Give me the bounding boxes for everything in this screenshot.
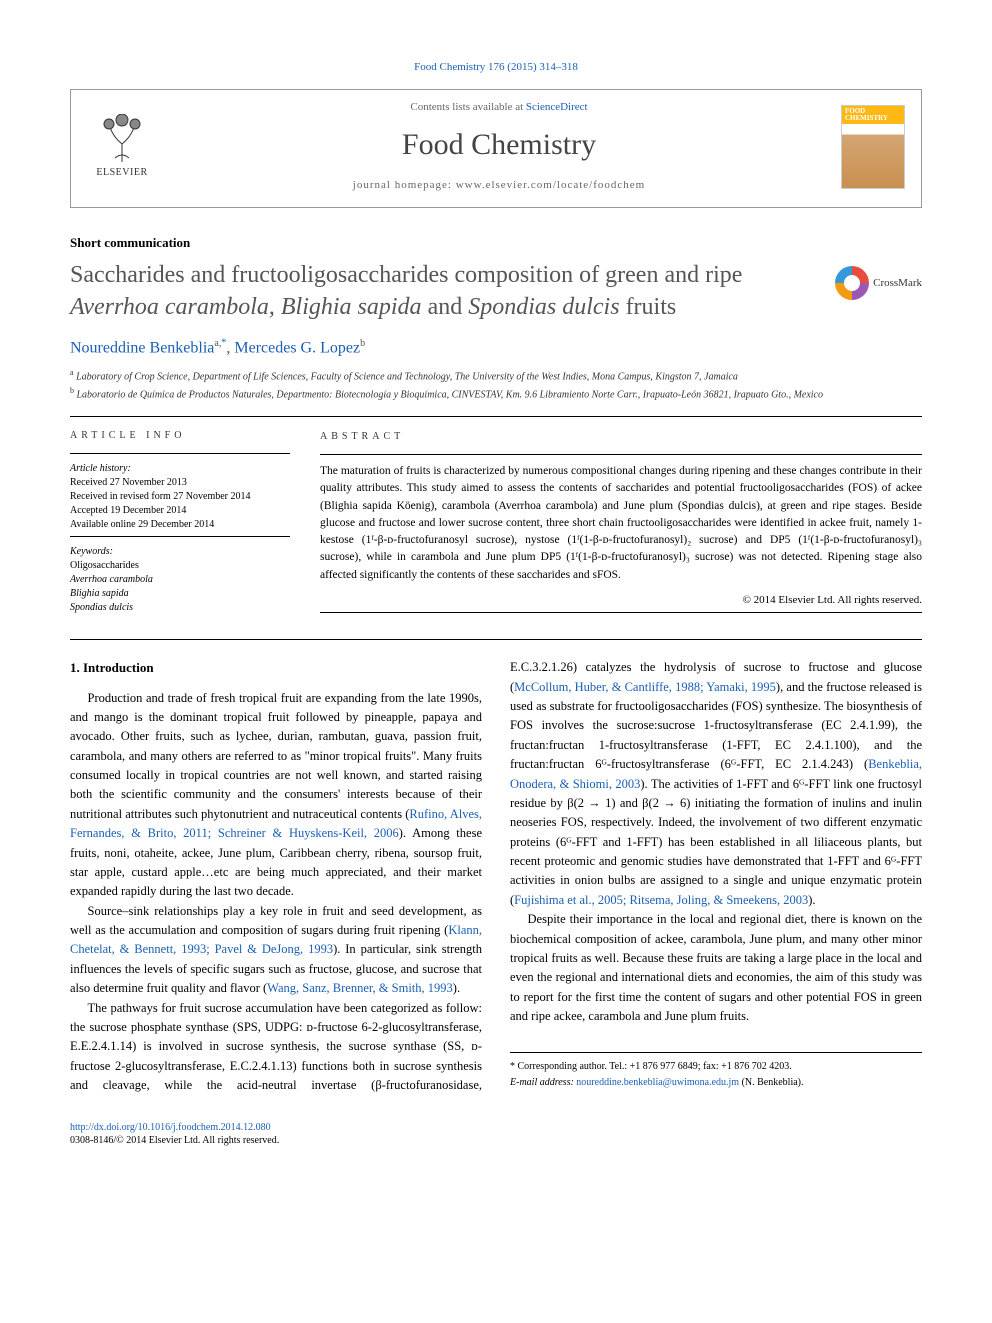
p3-cite3[interactable]: Fujishima et al., 2005; Ritsema, Joling,… (514, 893, 808, 907)
p1a: Production and trade of fresh tropical f… (70, 691, 482, 821)
p3-cite1[interactable]: McCollum, Huber, & Cantliffe, 1988; Yama… (514, 680, 776, 694)
contents-available-line: Contents lists available at ScienceDirec… (157, 100, 841, 115)
doi-link[interactable]: http://dx.doi.org/10.1016/j.foodchem.201… (70, 1122, 271, 1133)
footnote-email-tail: (N. Benkeblia). (739, 1077, 803, 1088)
keyword-2: Averrhoa carambola (70, 573, 290, 587)
footnote-corr-line: * Corresponding author. Tel.: +1 876 977… (510, 1059, 922, 1075)
history-revised: Received in revised form 27 November 201… (70, 490, 290, 504)
author-1-link[interactable]: Noureddine Benkeblia (70, 339, 214, 356)
para-1: Production and trade of fresh tropical f… (70, 689, 482, 902)
crossmark-label: CrossMark (873, 276, 922, 291)
article-type: Short communication (70, 234, 922, 252)
footnote-email-line: E-mail address: noureddine.benkeblia@uwi… (510, 1075, 922, 1091)
keywords-label: Keywords: (70, 545, 290, 559)
sciencedirect-link[interactable]: ScienceDirect (526, 101, 588, 113)
citation-line: Food Chemistry 176 (2015) 314–318 (70, 60, 922, 75)
journal-name: Food Chemistry (157, 124, 841, 166)
affiliations: a Laboratory of Crop Science, Department… (70, 367, 922, 402)
p2c: ). (453, 981, 460, 995)
doi-block: http://dx.doi.org/10.1016/j.foodchem.201… (70, 1121, 922, 1147)
abstract-head: ABSTRACT (320, 429, 922, 444)
cover-brand-text: FOOD CHEMISTRY (842, 106, 904, 124)
title-tail: fruits (620, 294, 677, 320)
article-info-head: ARTICLE INFO (70, 429, 290, 443)
abstract-col: ABSTRACT The maturation of fruits is cha… (320, 429, 922, 621)
author-2-affil-sup: b (360, 338, 365, 349)
info-rule (70, 453, 290, 454)
homepage-url: www.elsevier.com/locate/foodchem (456, 179, 646, 191)
author-2-link[interactable]: Mercedes G. Lopez (234, 339, 360, 356)
p2-cite2[interactable]: Wang, Sanz, Brenner, & Smith, 1993 (267, 981, 453, 995)
abstract-bottom-rule (320, 612, 922, 613)
homepage-prefix: journal homepage: (353, 179, 456, 191)
abstract-copyright: © 2014 Elsevier Ltd. All rights reserved… (320, 592, 922, 609)
elsevier-tree-icon (97, 114, 147, 164)
corresponding-author-footnote: * Corresponding author. Tel.: +1 876 977… (510, 1052, 922, 1090)
crossmark-badge[interactable]: CrossMark (835, 266, 922, 300)
title-italic-1: Averrhoa carambola, Blighia sapida (70, 294, 422, 320)
p3e: ). (808, 893, 815, 907)
history-accepted: Accepted 19 December 2014 (70, 504, 290, 518)
section-1-heading: 1. Introduction (70, 658, 482, 678)
keywords-rule (70, 536, 290, 537)
elsevier-wordmark: ELSEVIER (96, 166, 147, 180)
journal-cover-thumbnail: FOOD CHEMISTRY (841, 105, 905, 189)
journal-header: ELSEVIER Contents lists available at Sci… (70, 89, 922, 208)
keyword-3: Blighia sapida (70, 587, 290, 601)
author-list: Noureddine Benkebliaa,*, Mercedes G. Lop… (70, 337, 922, 360)
article-info-col: ARTICLE INFO Article history: Received 2… (70, 429, 290, 621)
crossmark-icon (835, 266, 869, 300)
rule-bottom (70, 639, 922, 640)
para-4: Despite their importance in the local an… (510, 910, 922, 1026)
rule-top (70, 416, 922, 417)
title-and: and (422, 294, 469, 320)
elsevier-logo: ELSEVIER (87, 114, 157, 180)
issn-copyright: 0308-8146/© 2014 Elsevier Ltd. All right… (70, 1135, 279, 1146)
keyword-1: Oligosaccharides (70, 559, 290, 573)
header-center: Contents lists available at ScienceDirec… (157, 100, 841, 193)
abstract-text: The maturation of fruits is characterize… (320, 463, 922, 584)
footnote-email-label: E-mail address: (510, 1077, 576, 1088)
title-italic-2: Spondias dulcis (468, 294, 619, 320)
history-received: Received 27 November 2013 (70, 476, 290, 490)
p3d: ). The activities of 1-FFT and 6ᴳ-FFT li… (510, 777, 922, 907)
journal-homepage-line: journal homepage: www.elsevier.com/locat… (157, 178, 841, 193)
history-online: Available online 29 December 2014 (70, 518, 290, 532)
footnote-email-link[interactable]: noureddine.benkeblia@uwimona.edu.jm (576, 1077, 739, 1088)
title-part-1: Saccharides and fructooligosaccharides c… (70, 262, 742, 288)
affiliation-a-text: Laboratory of Crop Science, Department o… (76, 372, 738, 383)
article-title: Saccharides and fructooligosaccharides c… (70, 260, 815, 322)
title-row: Saccharides and fructooligosaccharides c… (70, 260, 922, 336)
history-label: Article history: (70, 462, 290, 476)
page-container: Food Chemistry 176 (2015) 314–318 ELSEVI… (0, 0, 992, 1187)
abstract-rule (320, 454, 922, 455)
affiliation-b: b Laboratorio de Química de Productos Na… (70, 385, 922, 402)
para-2: Source–sink relationships play a key rol… (70, 902, 482, 999)
keyword-4: Spondias dulcis (70, 601, 290, 615)
affiliation-b-text: Laboratorio de Química de Productos Natu… (77, 389, 824, 400)
p2a: Source–sink relationships play a key rol… (70, 904, 482, 937)
contents-prefix: Contents lists available at (410, 101, 525, 113)
body-columns: 1. Introduction Production and trade of … (70, 658, 922, 1095)
meta-abstract-row: ARTICLE INFO Article history: Received 2… (70, 429, 922, 621)
affiliation-a: a Laboratory of Crop Science, Department… (70, 367, 922, 384)
